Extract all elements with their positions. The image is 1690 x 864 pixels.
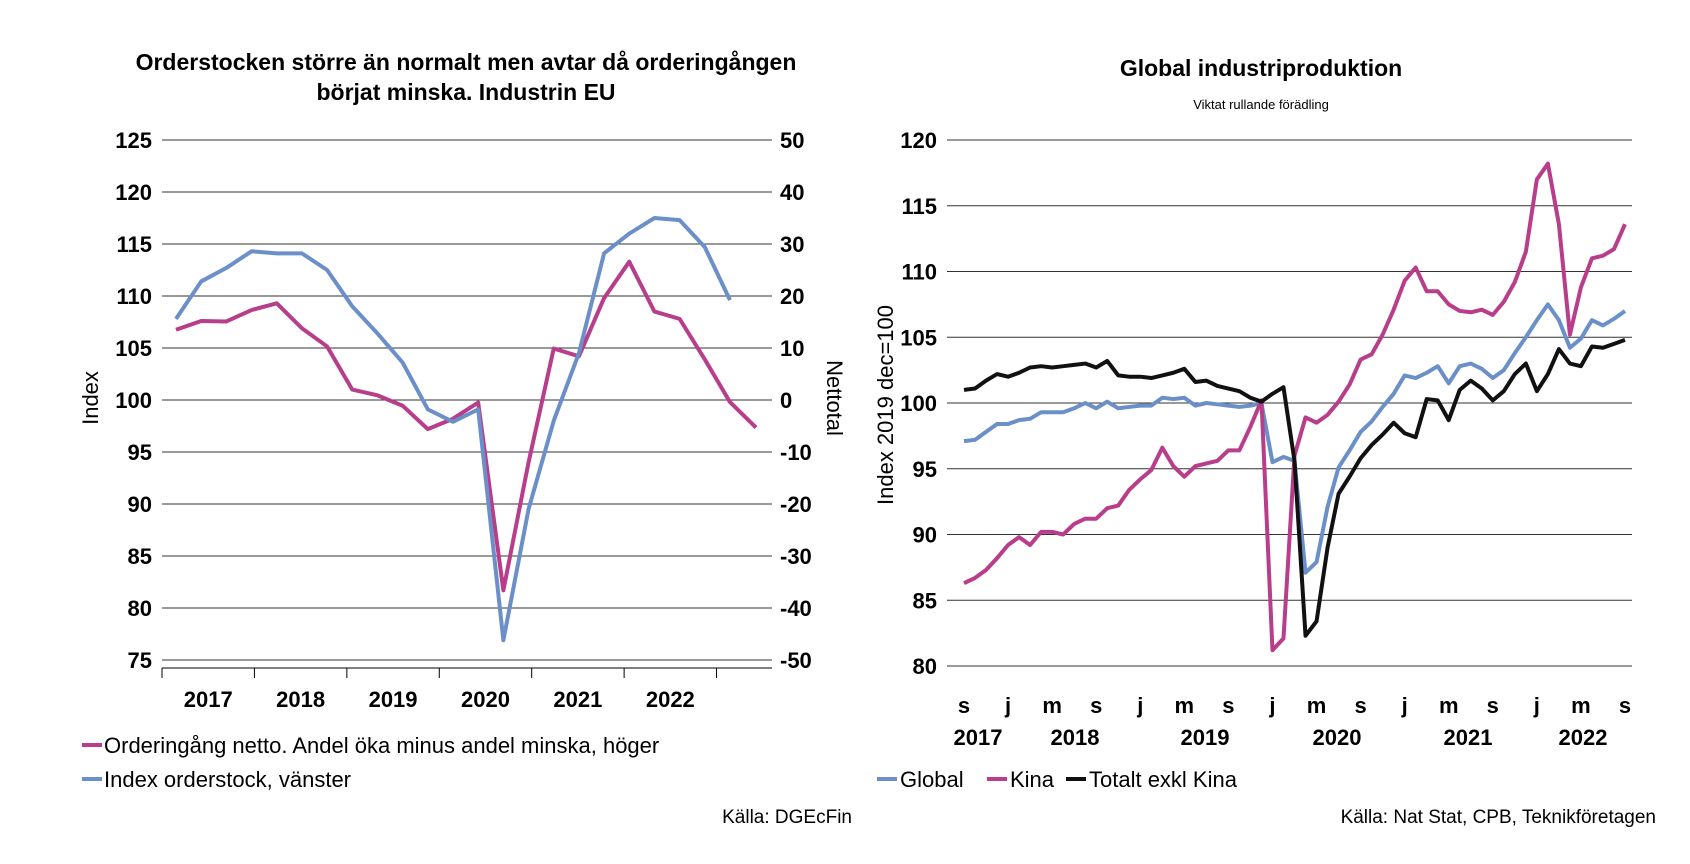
chart2-month-label: m bbox=[1307, 693, 1327, 718]
chart2-line-kina bbox=[963, 161, 1627, 653]
chart1-y-label-right: Nettotal bbox=[822, 360, 847, 436]
chart1-year-label: 2018 bbox=[276, 687, 325, 712]
chart2-year-label: 2019 bbox=[1181, 725, 1230, 750]
chart2-y-tick-label: 80 bbox=[913, 654, 937, 679]
chart2-y-tick-label: 95 bbox=[913, 457, 937, 482]
chart2-y-tick-label: 100 bbox=[900, 391, 937, 416]
orderstock-chart: Orderstocken större än normalt men avtar… bbox=[78, 49, 852, 828]
legend2-label-kina: Kina bbox=[1010, 767, 1055, 792]
chart1-y2-tick-label: -10 bbox=[780, 440, 812, 465]
chart2-year-label: 2017 bbox=[954, 725, 1003, 750]
chart2-subtitle: Viktat rullande förädling bbox=[1193, 97, 1329, 112]
chart2-source: Källa: Nat Stat, CPB, Teknikföretagen bbox=[1341, 807, 1656, 828]
chart2-month-label: j bbox=[1004, 693, 1011, 718]
chart2-month-label: j bbox=[1136, 693, 1143, 718]
chart2-month-label: s bbox=[1354, 693, 1366, 718]
chart2-gridlines bbox=[947, 139, 1632, 667]
chart1-year-labels: 2017 2018 2019 2020 2021 2022 bbox=[184, 687, 695, 712]
chart1-right-ticks: 50 40 30 20 10 0 -10 -20 -30 -40 -50 bbox=[780, 128, 812, 673]
chart1-y-tick-label: 90 bbox=[128, 492, 152, 517]
legend1-label-orderstock: Index orderstock, vänster bbox=[104, 767, 351, 792]
chart1-y-tick-label: 105 bbox=[115, 336, 152, 361]
chart1-year-label: 2021 bbox=[553, 687, 602, 712]
chart2-month-label: j bbox=[1268, 693, 1275, 718]
chart2-month-label: s bbox=[1090, 693, 1102, 718]
legend1-label-orderingang: Orderingång netto. Andel öka minus andel… bbox=[104, 733, 659, 758]
chart2-y-tick-label: 115 bbox=[902, 194, 938, 219]
chart2-month-label: m bbox=[1175, 693, 1195, 718]
chart1-y-tick-label: 125 bbox=[115, 128, 152, 153]
chart2-year-label: 2021 bbox=[1444, 725, 1493, 750]
industriproduktion-chart: Global industriproduktion Viktat rulland… bbox=[873, 55, 1656, 828]
chart2-year-labels: 2017 2018 2019 2020 2021 2022 bbox=[954, 725, 1608, 750]
chart1-title: Orderstocken större än normalt men avtar… bbox=[136, 49, 797, 75]
chart1-source: Källa: DGEcFin bbox=[722, 807, 852, 828]
chart1-y-tick-label: 75 bbox=[128, 648, 152, 673]
chart1-y-tick-label: 95 bbox=[128, 440, 152, 465]
chart1-x-tickmarks bbox=[161, 668, 718, 678]
chart1-y2-tick-label: -50 bbox=[780, 648, 812, 673]
chart1-y2-tick-label: -30 bbox=[780, 544, 812, 569]
chart1-y-tick-label: 115 bbox=[117, 232, 153, 257]
chart2-month-label: m bbox=[1439, 693, 1459, 718]
chart1-y-tick-label: 80 bbox=[128, 596, 152, 621]
chart1-y-tick-label: 100 bbox=[115, 388, 152, 413]
chart2-y-tick-label: 110 bbox=[902, 260, 938, 285]
chart1-line-orderstock bbox=[174, 216, 732, 643]
chart2-y-tick-label: 120 bbox=[900, 128, 937, 153]
chart1-y2-tick-label: 40 bbox=[780, 180, 804, 205]
chart2-month-label: j bbox=[1401, 693, 1408, 718]
chart1-year-label: 2022 bbox=[646, 687, 695, 712]
chart2-month-label: m bbox=[1042, 693, 1062, 718]
chart2-month-label: s bbox=[958, 693, 970, 718]
chart2-y-label: Index 2019 dec=100 bbox=[873, 305, 898, 505]
chart2-month-label: j bbox=[1533, 693, 1540, 718]
chart1-y2-tick-label: -20 bbox=[780, 492, 812, 517]
chart1-left-ticks: 125 120 115 110 105 100 95 90 85 80 75 bbox=[115, 128, 152, 673]
chart2-month-label: s bbox=[1619, 693, 1631, 718]
chart2-y-tick-label: 105 bbox=[900, 325, 937, 350]
chart1-y2-tick-label: 0 bbox=[780, 388, 792, 413]
chart1-y2-tick-label: 10 bbox=[780, 336, 804, 361]
chart2-year-label: 2022 bbox=[1559, 725, 1608, 750]
chart1-y2-tick-label: 50 bbox=[780, 128, 804, 153]
legend2-label-global: Global bbox=[900, 767, 964, 792]
chart1-y2-tick-label: -40 bbox=[780, 596, 812, 621]
chart2-line-totalt bbox=[963, 337, 1626, 638]
chart2-month-label: s bbox=[1487, 693, 1499, 718]
chart2-title: Global industriproduktion bbox=[1120, 55, 1402, 81]
chart2-y-ticks: 120 115 110 105 100 95 90 85 80 bbox=[900, 128, 937, 679]
chart1-y-tick-label: 85 bbox=[128, 544, 152, 569]
chart1-year-label: 2020 bbox=[461, 687, 510, 712]
chart1-year-label: 2019 bbox=[369, 687, 418, 712]
chart1-y-tick-label: 120 bbox=[115, 180, 152, 205]
legend2-label-totalt: Totalt exkl Kina bbox=[1089, 767, 1238, 792]
chart1-title-line2: börjat minska. Industrin EU bbox=[316, 79, 615, 105]
chart2-y-tick-label: 90 bbox=[913, 523, 937, 548]
chart2-series bbox=[963, 161, 1627, 653]
chart2-year-label: 2020 bbox=[1313, 725, 1362, 750]
chart2-y-tick-label: 85 bbox=[913, 588, 937, 613]
chart1-series bbox=[174, 216, 758, 643]
chart1-gridlines bbox=[162, 139, 772, 661]
chart1-year-label: 2017 bbox=[184, 687, 233, 712]
chart1-y2-tick-label: 30 bbox=[780, 232, 804, 257]
chart2-year-label: 2018 bbox=[1051, 725, 1100, 750]
chart1-y2-tick-label: 20 bbox=[780, 284, 804, 309]
chart1-y-label-left: Index bbox=[78, 371, 103, 425]
chart2-month-label: s bbox=[1222, 693, 1234, 718]
chart1-line-orderingang bbox=[175, 259, 758, 593]
chart2-month-label: m bbox=[1571, 693, 1591, 718]
chart1-y-tick-label: 110 bbox=[117, 284, 153, 309]
